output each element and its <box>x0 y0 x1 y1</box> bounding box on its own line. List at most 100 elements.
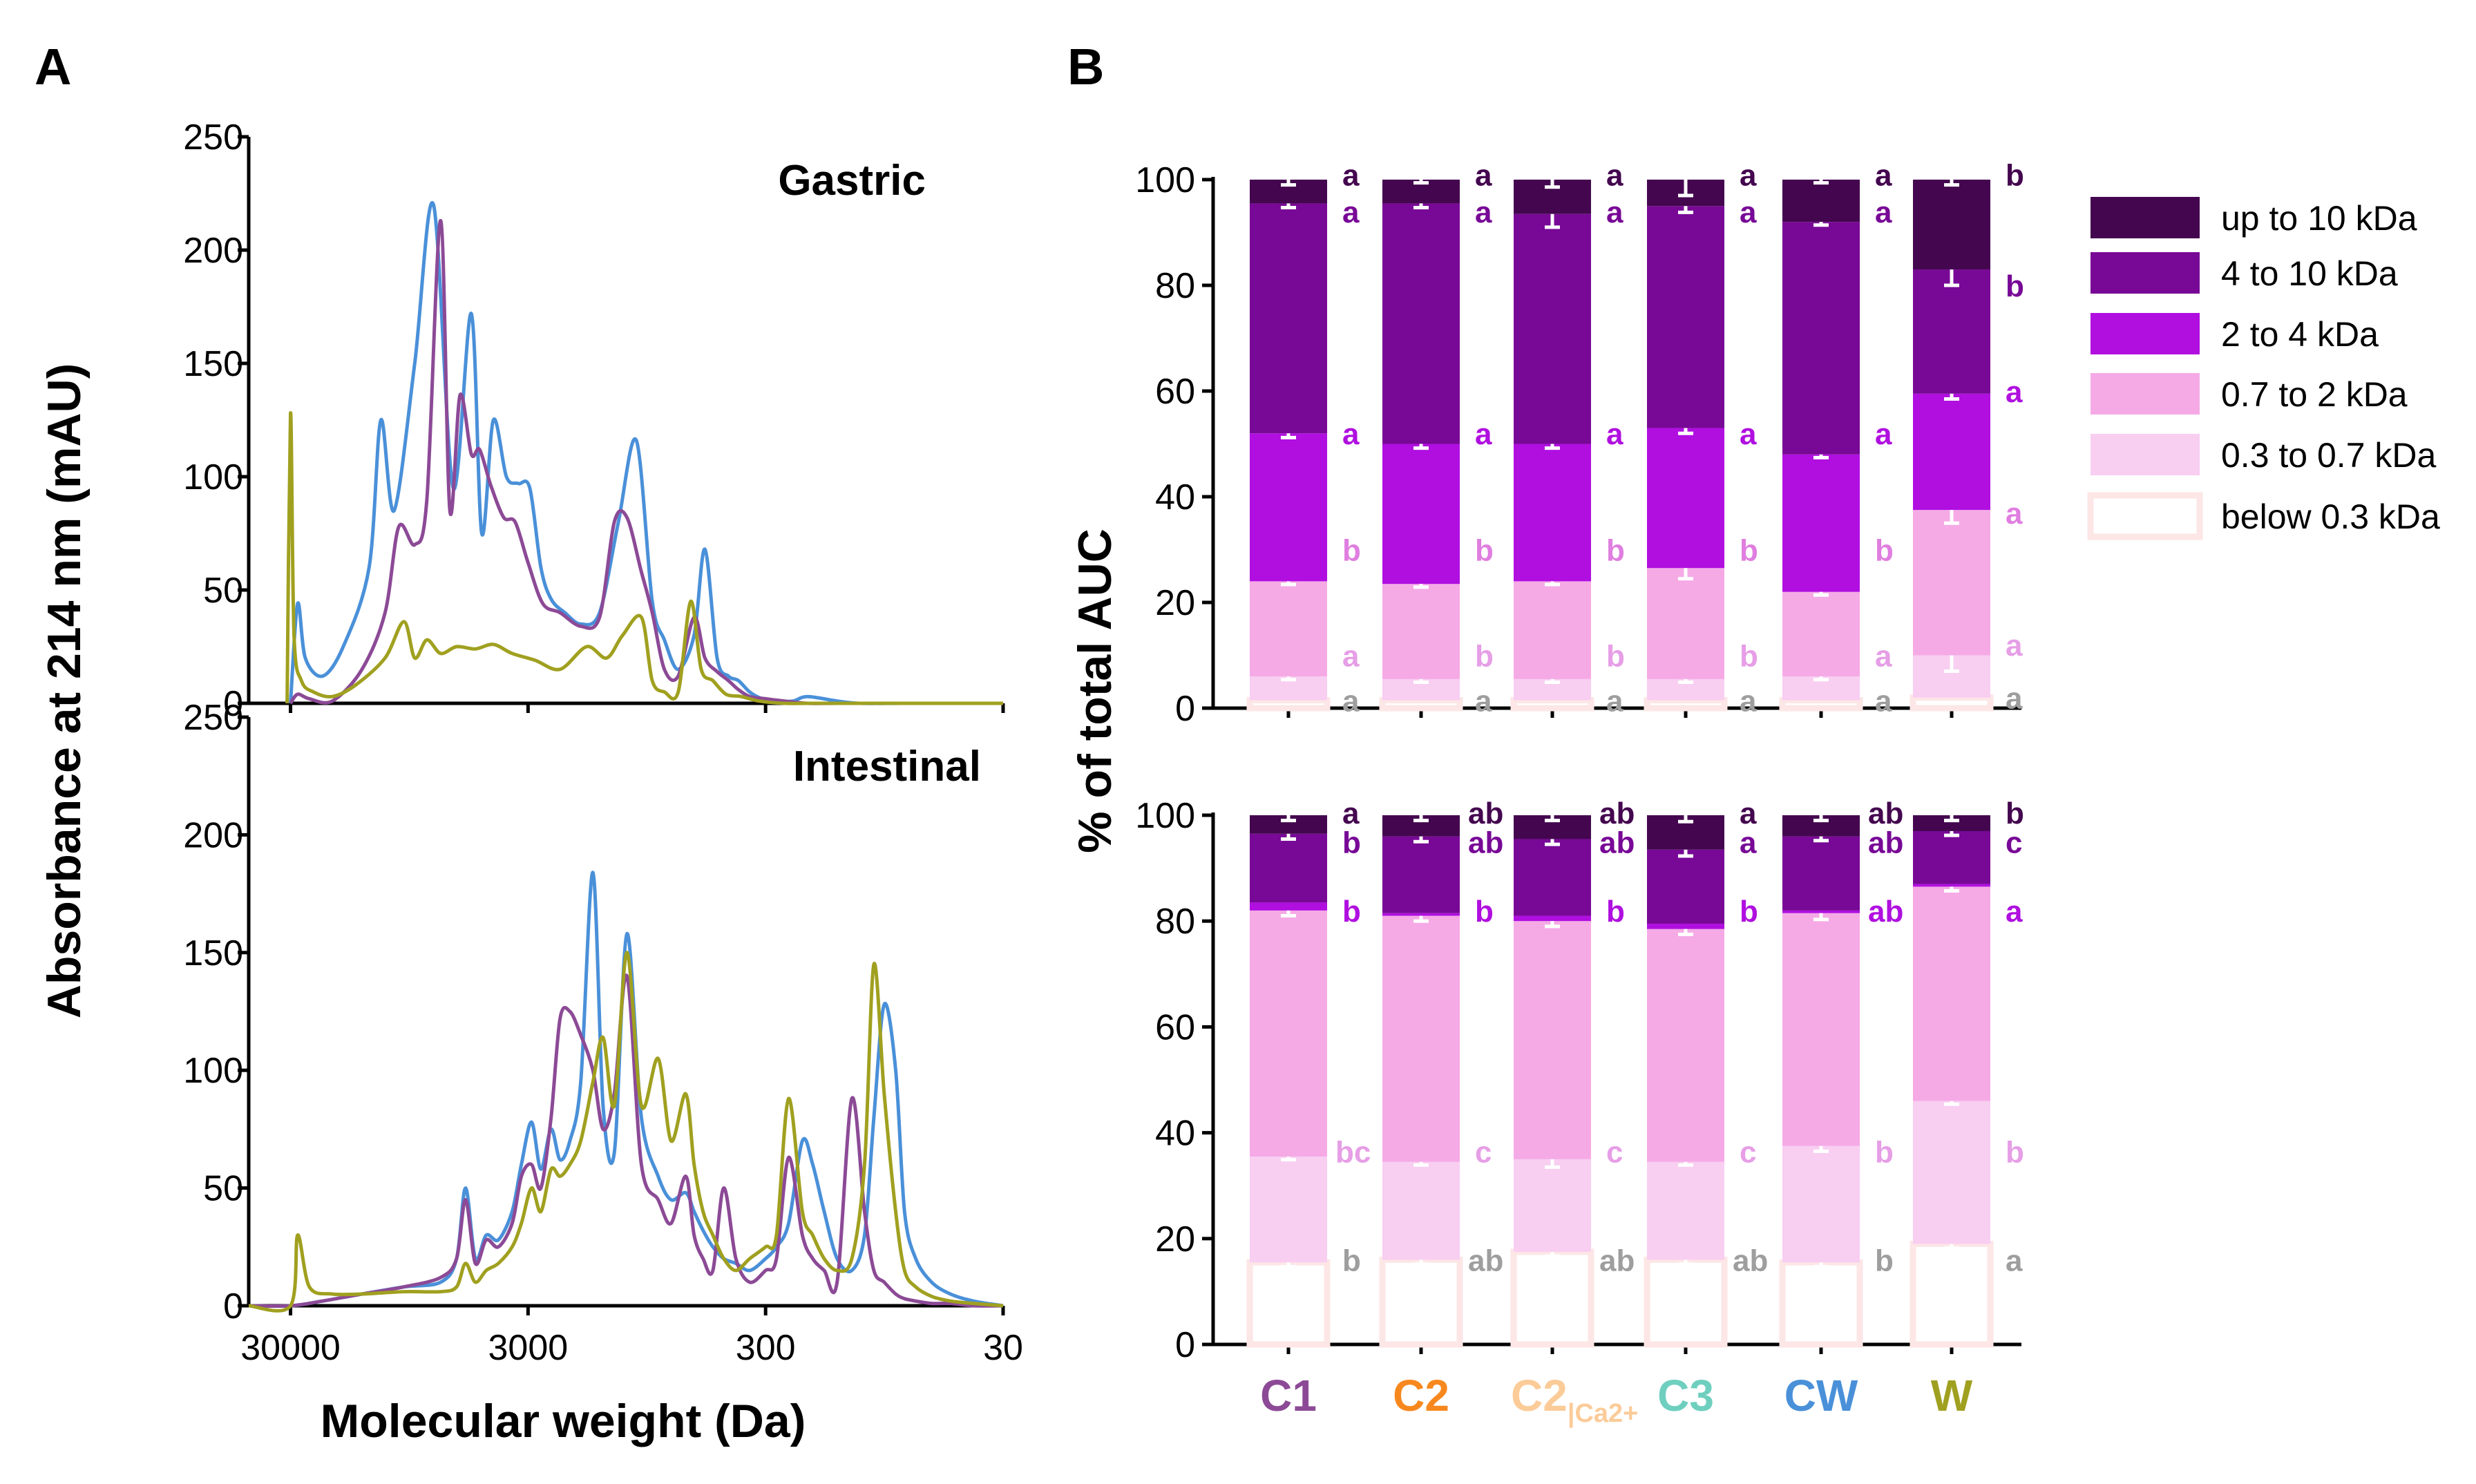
intestinal-bar-bar-c3-2-to-4 <box>1647 924 1724 929</box>
gastric-bar-bar-c1-0-7-to-2 <box>1250 581 1327 677</box>
intestinal-bar-sig-c1-4: a <box>1342 797 1360 830</box>
intestinal-bar-bar-c1-2-to-4 <box>1250 902 1327 911</box>
intestinal-bar-bar-w-0-3-to-0-7 <box>1913 1101 1990 1244</box>
gastric-bar-bar-c2-2-to-4 <box>1382 444 1460 584</box>
intestinal-bar-bar-c2ca-4-to-10 <box>1514 839 1591 916</box>
gastric-bar-sig-c1-4-to-10: a <box>1342 196 1360 229</box>
intestinal-bar-bar-w-4-to-10 <box>1913 830 1990 884</box>
gastric-bar-sig-c2ca-below-0-3: a <box>1606 685 1623 719</box>
gastric-bar-bar-cw-2-to-4 <box>1782 454 1860 592</box>
legend-swatch-2-to-4 <box>2091 313 2200 354</box>
gastric-bar-sig-c2ca-2-to-4: a <box>1606 417 1623 451</box>
panel-label-b: B <box>1067 38 1104 95</box>
intestinal-bar-sig-cw-2: ab <box>1868 895 1903 929</box>
x-category-label-c2: C2 <box>1393 1371 1449 1420</box>
gastric-series-w <box>285 411 1003 705</box>
gastric-stacked-bar-chart: 020406080100aabaaaabbaaaabbaaaabbaaaaaba… <box>1135 158 2024 729</box>
panel-label-a: A <box>35 38 71 95</box>
gastric-bar-y-tick-label: 100 <box>1135 160 1195 200</box>
x-category-main: C2 <box>1511 1371 1568 1420</box>
intestinal-bar-y-tick-label: 80 <box>1155 902 1195 942</box>
gastric-bar-sig-w-0-7-to-2: a <box>2006 497 2023 531</box>
intestinal-bar-bar-w-2-to-4 <box>1913 884 1990 887</box>
gastric-bar-bar-c3-0-7-to-2 <box>1647 568 1724 679</box>
y-axis-title-absorbance: Absorbance at 214 nm (mAU) <box>38 363 91 1018</box>
gastric-bar-sig-c2ca-0-7-to-2: b <box>1606 534 1625 568</box>
x-category-label-c1: C1 <box>1260 1371 1317 1420</box>
intestinal-bar-y-tick-label: 40 <box>1155 1114 1195 1154</box>
gastric-bar-bar-w-2-to-4 <box>1913 393 1990 511</box>
intestinal-bar-sig-c2ca-2: b <box>1606 895 1625 929</box>
intestinal-bar-y-tick-label: 60 <box>1155 1007 1195 1047</box>
gastric-bar-sig-c2ca-up-to-10: a <box>1606 158 1623 192</box>
intestinal-bar-bar-cw-2-to-4 <box>1782 910 1860 913</box>
gastric-bar-sig-c3-0-7-to-2: b <box>1740 534 1758 568</box>
intestinal-bar-sig-c2-2: b <box>1475 895 1494 929</box>
x-category-main: C3 <box>1657 1371 1714 1420</box>
intestinal-bar-sig-c2-3: ab <box>1468 826 1503 859</box>
legend-label-up-to-10: up to 10 kDa <box>2221 199 2417 238</box>
intestinal-bar-sig-cw-3: ab <box>1868 826 1903 859</box>
gastric-bar-sig-w-up-to-10: b <box>2006 158 2024 192</box>
gastric-bar-sig-w-4-to-10: b <box>2006 269 2024 303</box>
intestinal-y-tick-label: 0 <box>223 1286 243 1326</box>
gastric-bar-sig-c3-up-to-10: a <box>1740 158 1757 192</box>
gastric-bar-sig-c2-0-3-to-0-7: b <box>1475 640 1494 674</box>
x-category-label-w: W <box>1931 1371 1973 1420</box>
gastric-bar-bar-w-4-to-10 <box>1913 269 1990 394</box>
gastric-bar-sig-c3-2-to-4: a <box>1740 417 1757 451</box>
intestinal-bar-bar-w-0-7-to-2 <box>1913 886 1990 1101</box>
intestinal-bar-sig-w-2: a <box>2006 895 2023 929</box>
x-category-subscript: |Ca2+ <box>1568 1399 1639 1428</box>
gastric-bar-bar-c2-0-7-to-2 <box>1382 584 1460 679</box>
intestinal-bar-sig-c1-3: b <box>1342 826 1361 859</box>
gastric-bar-sig-c3-0-3-to-0-7: b <box>1740 640 1758 674</box>
intestinal-series-w <box>248 951 1004 1313</box>
gastric-bar-bar-w-below-0-3 <box>1910 694 1994 712</box>
gastric-bar-sig-c2ca-0-3-to-0-7: b <box>1606 640 1625 674</box>
intestinal-bar-bar-c2ca-0-3-to-0-7 <box>1514 1159 1591 1252</box>
gastric-bar-y-tick-label: 60 <box>1155 372 1195 412</box>
gastric-y-tick-label: 100 <box>183 457 243 497</box>
gastric-y-tick-label: 250 <box>183 117 243 158</box>
gastric-bar-sig-w-below-0-3: a <box>2006 682 2023 716</box>
gastric-bar-sig-c2-below-0-3: a <box>1475 685 1492 719</box>
intestinal-bar-bar-c1-4-to-10 <box>1250 833 1327 903</box>
intestinal-series-cw <box>248 871 1004 1308</box>
gastric-bar-bar-c1-below-0-3 <box>1246 697 1331 712</box>
legend-swatch-up-to-10 <box>2091 197 2200 238</box>
gastric-bar-bar-c2ca-4-to-10 <box>1514 213 1591 444</box>
gastric-bar-sig-cw-up-to-10: a <box>1875 158 1892 192</box>
x-category-label-c3: C3 <box>1657 1371 1714 1420</box>
gastric-bar-y-tick-label: 40 <box>1155 477 1195 517</box>
gastric-bar-bar-w-up-to-10 <box>1913 180 1990 270</box>
intestinal-bar-bar-c2-0-7-to-2 <box>1382 915 1460 1162</box>
intestinal-bar-sig-c3-2: b <box>1740 895 1758 929</box>
intestinal-y-tick-label: 250 <box>183 698 243 738</box>
intestinal-bar-sig-c3-0: ab <box>1733 1244 1768 1277</box>
gastric-bar-bar-c3-4-to-10 <box>1647 206 1724 428</box>
gastric-bar-bar-c1-2-to-4 <box>1250 433 1327 582</box>
intestinal-bar-sig-cw-1: b <box>1875 1135 1894 1169</box>
intestinal-bar-bar-c3-0-3-to-0-7 <box>1647 1161 1724 1260</box>
intestinal-y-tick-label: 50 <box>203 1169 243 1209</box>
x-axis-title-molecular-weight: Molecular weight (Da) <box>321 1395 806 1447</box>
gastric-bar-sig-cw-4-to-10: a <box>1875 196 1892 229</box>
intestinal-bar-sig-cw-4: ab <box>1868 797 1903 830</box>
intestinal-bar-sig-w-4: b <box>2006 797 2024 830</box>
gastric-bar-bar-cw-0-7-to-2 <box>1782 591 1860 677</box>
intestinal-bar-sig-c2-0: ab <box>1468 1244 1503 1277</box>
gastric-bar-sig-cw-0-3-to-0-7: a <box>1875 640 1892 674</box>
x-category-main: C1 <box>1260 1371 1317 1420</box>
gastric-bar-bar-c2ca-2-to-4 <box>1514 444 1591 582</box>
intestinal-stacked-bar-chart: 020406080100bbcbbaabcbabababcbabababcbaa… <box>1135 796 2024 1365</box>
intestinal-bar-bar-c1-below-0-3 <box>1246 1259 1331 1348</box>
gastric-bar-bar-cw-below-0-3 <box>1779 697 1863 712</box>
intestinal-x-tick-label: 30000 <box>240 1328 341 1368</box>
intestinal-bar-bar-c2ca-below-0-3 <box>1510 1248 1594 1348</box>
gastric-bar-sig-c2-0-7-to-2: b <box>1475 534 1494 568</box>
legend-label-0-7-to-2: 0.7 to 2 kDa <box>2221 375 2408 414</box>
intestinal-bar-sig-c1-2: b <box>1342 895 1361 929</box>
intestinal-bar-sig-c1-0: b <box>1342 1244 1361 1277</box>
